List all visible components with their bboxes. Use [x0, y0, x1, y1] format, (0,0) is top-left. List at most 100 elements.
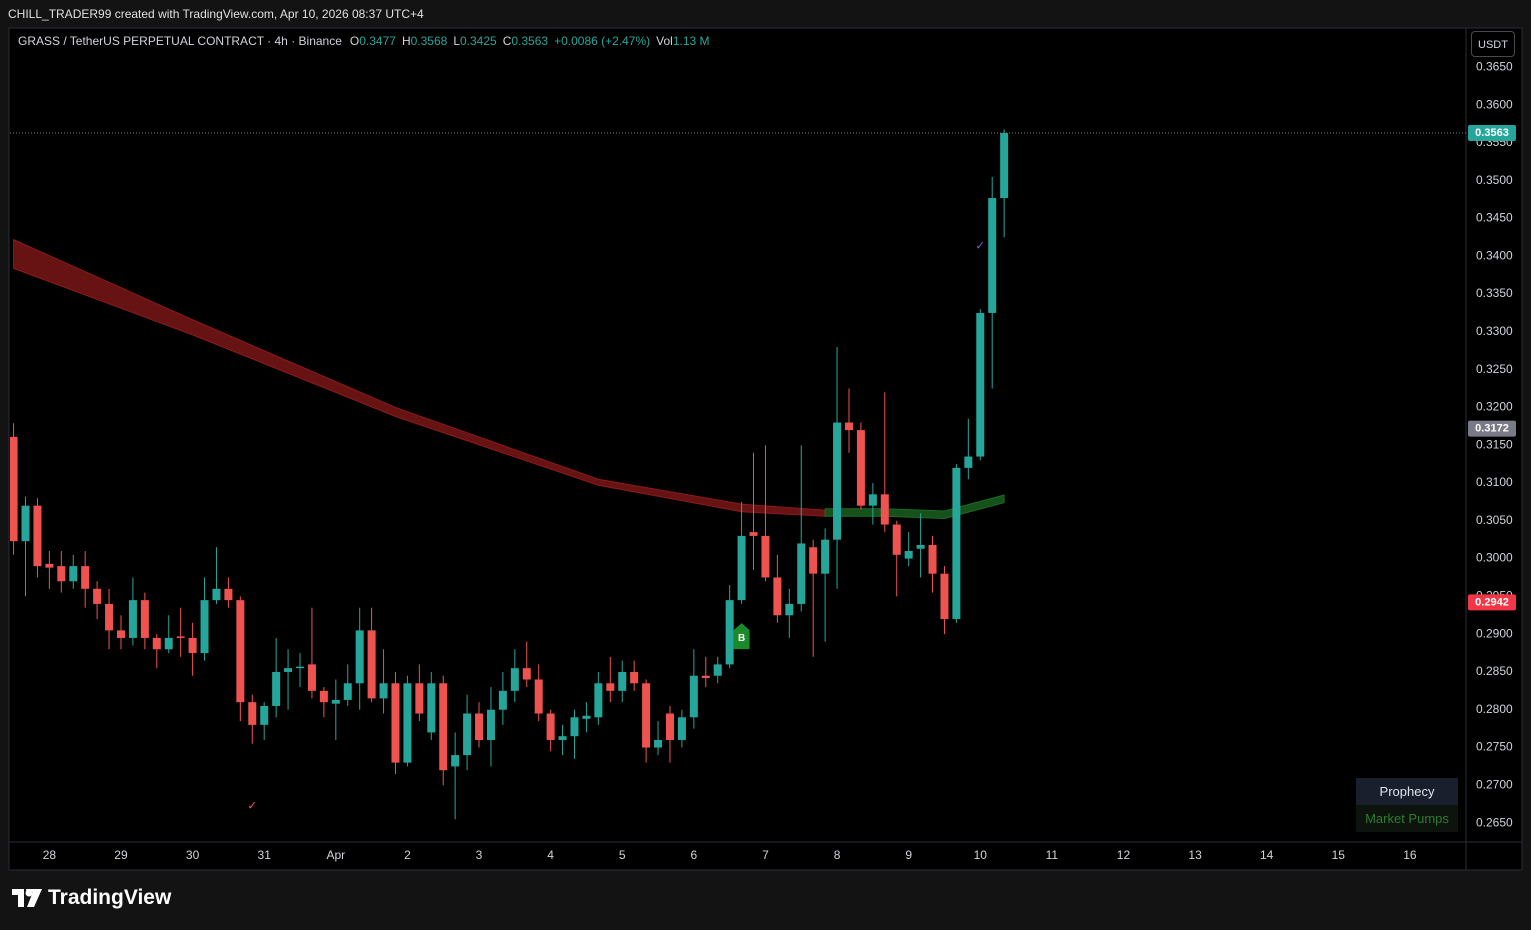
x-tick-label: 8 [834, 848, 841, 862]
x-tick-label: 12 [1117, 848, 1131, 862]
x-tick-label: 16 [1403, 848, 1417, 862]
candle-body [81, 566, 90, 589]
y-tick-label: 0.3000 [1476, 551, 1513, 565]
candle-body [689, 675, 698, 718]
candle-body [164, 637, 173, 650]
candle-body [319, 690, 328, 703]
candle-body [403, 683, 412, 763]
candle-body [33, 505, 42, 567]
y-tick-label: 0.3400 [1476, 248, 1513, 262]
x-tick-label: 5 [619, 848, 626, 862]
x-tick-label: 31 [258, 848, 272, 862]
candle-body [391, 683, 400, 763]
candle-body [69, 566, 78, 582]
candle-body [749, 532, 758, 536]
x-tick-label: 6 [690, 848, 697, 862]
candle-body [809, 547, 818, 574]
indicator-panel: Prophecy Market Pumps [1356, 778, 1458, 832]
candle-body [93, 588, 102, 604]
candle-body [642, 683, 651, 748]
price-tag [1468, 594, 1516, 611]
candle-body [212, 588, 221, 601]
x-tick-label: 9 [905, 848, 912, 862]
candle-body [833, 422, 842, 540]
candle-body [821, 539, 830, 574]
candle-body [200, 600, 209, 654]
x-tick-label: 2 [404, 848, 411, 862]
candle-body [725, 600, 734, 665]
y-tick-label: 0.2750 [1476, 740, 1513, 754]
brand-name: TradingView [48, 886, 172, 909]
candle-body [343, 683, 352, 700]
price-tag-label: 0.3563 [1475, 127, 1509, 139]
y-tick-label: 0.3150 [1476, 437, 1513, 451]
y-tick-label: 0.2800 [1476, 702, 1513, 716]
brand: TradingView [12, 886, 171, 910]
x-tick-label: 13 [1188, 848, 1202, 862]
y-tick-label: 0.3050 [1476, 513, 1513, 527]
y-tick-label: 0.3250 [1476, 362, 1513, 376]
candle-body [475, 713, 484, 740]
candle-body [558, 736, 567, 740]
ohlc-label: C [502, 34, 512, 48]
candle-body [57, 566, 66, 582]
candle-body [773, 577, 782, 616]
candle-body [188, 637, 197, 654]
candle-body [248, 702, 257, 725]
candle-body [439, 683, 448, 771]
candle-body [546, 713, 555, 740]
candle-body [498, 690, 507, 710]
candle-body [307, 664, 316, 691]
candle-body [964, 456, 973, 468]
ohlc-value: 0.3563 [511, 34, 549, 48]
plot: B ✓ ✓ [10, 129, 1009, 820]
x-tick-label: 10 [974, 848, 988, 862]
indicator-subtitle: Market Pumps [1356, 805, 1458, 832]
currency-button[interactable]: USDT [1471, 31, 1515, 57]
signal-label: B [738, 633, 745, 644]
candle-body [296, 666, 305, 669]
x-tick-label: 29 [114, 848, 128, 862]
candle-body [570, 717, 579, 737]
candle-body [140, 600, 149, 638]
x-tick-label: 11 [1046, 848, 1059, 862]
y-tick-label: 0.2850 [1476, 664, 1513, 678]
candle-body [940, 573, 949, 620]
x-tick-label: 4 [547, 848, 554, 862]
candle-body [916, 544, 925, 549]
candle-body [988, 198, 997, 313]
indicator-title: Prophecy [1356, 778, 1458, 805]
y-tick-label: 0.3650 [1476, 59, 1513, 73]
candle-body [427, 683, 436, 733]
y-tick-label: 0.3600 [1476, 97, 1513, 111]
price-tag-label: 0.3172 [1475, 422, 1509, 434]
x-tick-label: 30 [186, 848, 200, 862]
candle-body [510, 668, 519, 691]
brand-logo [12, 889, 42, 907]
candle-body [654, 739, 663, 748]
symbol: GRASS / TetherUS PERPETUAL CONTRACT · 4h… [18, 34, 342, 48]
candle-body [976, 312, 985, 457]
candle-body [677, 717, 686, 740]
volume-value: 1.13 M [672, 34, 710, 48]
candle-body [618, 671, 627, 691]
candle-body [606, 683, 615, 691]
y-tick-label: 0.3350 [1476, 286, 1513, 300]
y-tick-label: 0.2700 [1476, 777, 1513, 791]
candle-body [331, 699, 340, 704]
ohlc-label: H [401, 34, 411, 48]
candle-body [21, 505, 30, 542]
candle-body [224, 588, 233, 601]
candle-body [45, 563, 54, 568]
price-tag [1468, 420, 1516, 437]
x-tick-label: 14 [1260, 848, 1274, 862]
candle-body [105, 603, 114, 631]
signal-badge [733, 623, 750, 650]
x-tick-label: 28 [43, 848, 57, 862]
candle-body [856, 430, 865, 506]
candle-body [10, 436, 18, 542]
ohlc-label: L [453, 34, 460, 48]
candle-body [260, 705, 269, 725]
change: +0.0086 (+2.47%) [554, 34, 651, 48]
